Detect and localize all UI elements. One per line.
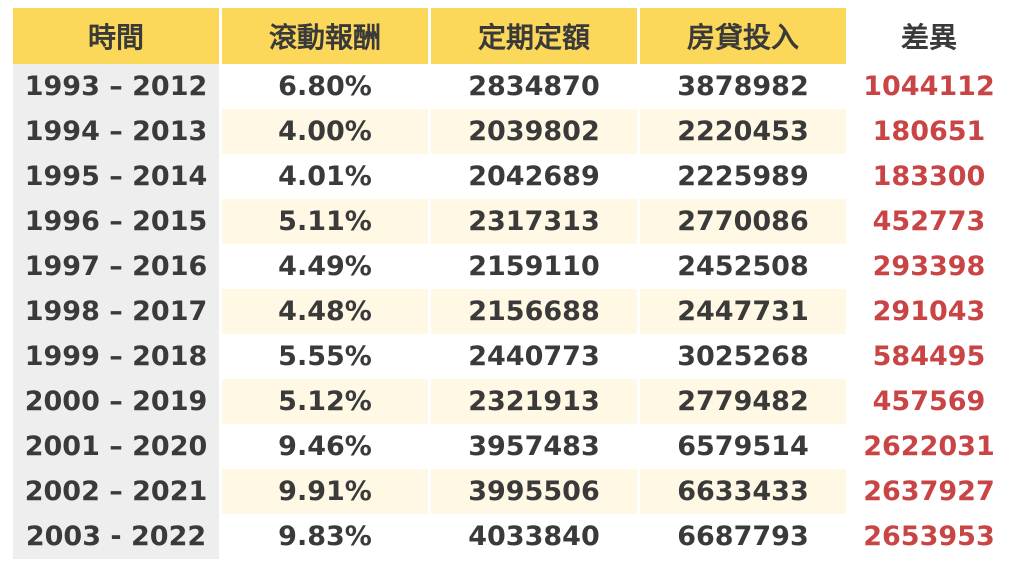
fixed-amount-cell: 2834870 bbox=[468, 71, 600, 102]
table-row: 2000 – 2019 5.12% 2321913 2779482 457569 bbox=[13, 379, 1009, 424]
table-row: 1999 – 2018 5.55% 2440773 3025268 584495 bbox=[13, 334, 1009, 379]
comparison-table-container: 時間 滾動報酬 定期定額 房貸投入 差異 1993 – 2012 6.80% 283… bbox=[10, 8, 1015, 559]
fixed-amount-cell: 3957483 bbox=[468, 431, 600, 462]
fixed-amount-cell: 2042689 bbox=[468, 161, 600, 192]
period-cell: 2000 – 2019 bbox=[13, 379, 219, 424]
mortgage-cell: 2447731 bbox=[640, 289, 846, 334]
mortgage-cell: 2770086 bbox=[640, 199, 846, 244]
rolling-return-cell: 4.01% bbox=[278, 161, 372, 192]
period-cell: 1994 – 2013 bbox=[13, 109, 219, 154]
table-body: 1993 – 2012 6.80% 2834870 3878982 1044112 199… bbox=[13, 64, 1009, 559]
rolling-return-cell: 5.55% bbox=[278, 341, 372, 372]
rolling-return-cell: 4.48% bbox=[222, 289, 428, 334]
rolling-return-cell: 5.12% bbox=[222, 379, 428, 424]
difference-cell: 452773 bbox=[872, 206, 986, 237]
difference-cell: 180651 bbox=[872, 116, 986, 147]
mortgage-cell: 2225989 bbox=[677, 161, 809, 192]
mortgage-cell: 2779482 bbox=[640, 379, 846, 424]
rolling-return-cell: 4.00% bbox=[222, 109, 428, 154]
fixed-amount-cell: 2440773 bbox=[468, 341, 600, 372]
period-cell: 2003 - 2022 bbox=[13, 514, 219, 559]
header-difference: 差異 bbox=[849, 8, 1009, 64]
fixed-amount-cell: 4033840 bbox=[468, 521, 600, 552]
difference-cell: 1044112 bbox=[863, 71, 995, 102]
rolling-return-cell: 9.91% bbox=[222, 469, 428, 514]
mortgage-cell: 3025268 bbox=[677, 341, 809, 372]
fixed-amount-cell: 2159110 bbox=[468, 251, 600, 282]
table-row: 1993 – 2012 6.80% 2834870 3878982 1044112 bbox=[13, 64, 1009, 109]
difference-cell: 2622031 bbox=[863, 431, 995, 462]
table-row: 2001 – 2020 9.46% 3957483 6579514 2622031 bbox=[13, 424, 1009, 469]
rolling-return-cell: 9.46% bbox=[278, 431, 372, 462]
table-row: 2003 - 2022 9.83% 4033840 6687793 2653953 bbox=[13, 514, 1009, 559]
mortgage-cell: 2220453 bbox=[640, 109, 846, 154]
fixed-amount-cell: 2039802 bbox=[431, 109, 637, 154]
difference-cell: 2653953 bbox=[863, 521, 995, 552]
mortgage-cell: 6687793 bbox=[677, 521, 809, 552]
difference-cell: 293398 bbox=[872, 251, 986, 282]
mortgage-cell: 3878982 bbox=[677, 71, 809, 102]
rolling-return-cell: 9.83% bbox=[278, 521, 372, 552]
difference-cell: 291043 bbox=[872, 296, 986, 327]
rolling-return-cell: 6.80% bbox=[278, 71, 372, 102]
period-cell: 1999 – 2018 bbox=[13, 334, 219, 379]
period-cell: 1995 – 2014 bbox=[13, 154, 219, 199]
header-rolling-return: 滾動報酬 bbox=[222, 8, 428, 64]
mortgage-cell: 2452508 bbox=[677, 251, 809, 282]
fixed-amount-cell: 2317313 bbox=[431, 199, 637, 244]
header-mortgage: 房貸投入 bbox=[640, 8, 846, 64]
difference-cell: 2637927 bbox=[863, 476, 995, 507]
period-cell: 1997 – 2016 bbox=[13, 244, 219, 289]
rolling-return-cell: 4.49% bbox=[278, 251, 372, 282]
fixed-amount-cell: 2156688 bbox=[431, 289, 637, 334]
rolling-return-cell: 5.11% bbox=[222, 199, 428, 244]
mortgage-cell: 6579514 bbox=[677, 431, 809, 462]
header-fixed-amount: 定期定額 bbox=[431, 8, 637, 64]
period-cell: 1993 – 2012 bbox=[13, 64, 219, 109]
table-row: 2002 – 2021 9.91% 3995506 6633433 2637927 bbox=[13, 469, 1009, 514]
mortgage-cell: 6633433 bbox=[640, 469, 846, 514]
header-period: 時間 bbox=[13, 8, 219, 64]
comparison-table: 時間 滾動報酬 定期定額 房貸投入 差異 1993 – 2012 6.80% 283… bbox=[10, 8, 1012, 559]
period-cell: 2002 – 2021 bbox=[13, 469, 219, 514]
table-row: 1996 – 2015 5.11% 2317313 2770086 452773 bbox=[13, 199, 1009, 244]
difference-cell: 584495 bbox=[872, 341, 986, 372]
period-cell: 1998 – 2017 bbox=[13, 289, 219, 334]
period-cell: 2001 – 2020 bbox=[13, 424, 219, 469]
table-row: 1998 – 2017 4.48% 2156688 2447731 291043 bbox=[13, 289, 1009, 334]
header-row: 時間 滾動報酬 定期定額 房貸投入 差異 bbox=[13, 8, 1009, 64]
fixed-amount-cell: 3995506 bbox=[431, 469, 637, 514]
table-row: 1994 – 2013 4.00% 2039802 2220453 180651 bbox=[13, 109, 1009, 154]
period-cell: 1996 – 2015 bbox=[13, 199, 219, 244]
fixed-amount-cell: 2321913 bbox=[431, 379, 637, 424]
difference-cell: 183300 bbox=[872, 161, 986, 192]
difference-cell: 457569 bbox=[872, 386, 986, 417]
table-row: 1995 – 2014 4.01% 2042689 2225989 183300 bbox=[13, 154, 1009, 199]
table-row: 1997 – 2016 4.49% 2159110 2452508 293398 bbox=[13, 244, 1009, 289]
